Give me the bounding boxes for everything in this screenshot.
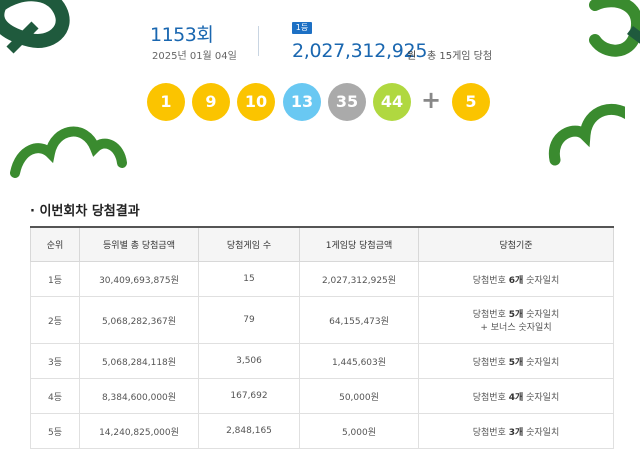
cell-prize-per-game: 64,155,473원: [299, 296, 419, 344]
plus-sign: +: [421, 86, 442, 114]
header-winning-games: 당첨게임 수: [198, 226, 300, 262]
section-title: · 이번회차 당첨결과: [30, 204, 140, 219]
cell-rank: 4등: [30, 378, 80, 414]
criteria-prefix: 당첨번호: [472, 275, 509, 286]
round-number: 1153회: [150, 24, 214, 46]
criteria-suffix: 숫자일치: [523, 310, 560, 320]
clover-decoration-top-left: [0, 0, 70, 54]
header-rank: 순위: [30, 226, 80, 262]
table-row: 5등 14,240,825,000원 2,848,165 5,000원 당첨번호 3개 …: [30, 413, 614, 449]
table-row: 3등 5,068,284,118원 3,506 1,445,603원 당첨번호 5개 숫…: [30, 343, 614, 379]
criteria-suffix: 숫자일치: [523, 275, 560, 286]
criteria-match-count: 6개: [508, 275, 524, 286]
cell-criteria: 당첨번호 5개 숫자일치: [418, 343, 614, 379]
cell-winning-games: 79: [198, 296, 300, 344]
cell-total-prize: 30,409,693,875원: [79, 261, 199, 297]
cloud-decoration-left: [10, 126, 127, 178]
cell-prize-per-game: 50,000원: [299, 378, 419, 414]
results-title: 이번회차 당첨결과: [39, 204, 140, 219]
criteria-suffix: 숫자일치: [523, 427, 560, 438]
draw-result-banner: 1153회 2025년 01월 04일 1등 2,027,312,925 원 총…: [0, 0, 640, 178]
criteria-suffix: 숫자일치: [523, 392, 560, 403]
header-total-prize: 등위별 총 당첨금액: [79, 226, 199, 262]
header-prize-per-game: 1게임당 당첨금액: [299, 226, 419, 262]
prize-results-table: 순위 등위별 총 당첨금액 당첨게임 수 1게임당 당첨금액 당첨기준 1등 30…: [30, 226, 614, 449]
cell-winning-games: 2,848,165: [198, 413, 300, 449]
criteria-match-count: 5개: [508, 310, 524, 320]
table-header-row: 순위 등위별 총 당첨금액 당첨게임 수 1게임당 당첨금액 당첨기준: [30, 226, 614, 262]
criteria-prefix: 당첨번호: [472, 357, 509, 368]
criteria-line: 당첨번호 5개 숫자일치: [420, 355, 612, 368]
first-prize-amount: 2,027,312,925: [292, 40, 428, 62]
criteria-line: 당첨번호 6개 숫자일치: [420, 273, 612, 286]
cell-total-prize: 5,068,284,118원: [79, 343, 199, 379]
cell-rank: 3등: [30, 343, 80, 379]
first-rank-badge: 1등: [292, 22, 312, 34]
criteria-suffix: 숫자일치: [523, 357, 560, 368]
cell-criteria: 당첨번호 4개 숫자일치: [418, 378, 614, 414]
winning-number-ball: 13: [283, 83, 321, 121]
winning-number-ball: 44: [373, 83, 411, 121]
criteria-line: 당첨번호 5개 숫자일치: [420, 307, 612, 320]
first-prize-unit: 원: [407, 51, 417, 62]
criteria-match-count: 5개: [508, 357, 524, 368]
cell-criteria: 당첨번호 5개 숫자일치 + 보너스 숫자일치: [418, 296, 614, 344]
cell-prize-per-game: 1,445,603원: [299, 343, 419, 379]
cell-winning-games: 15: [198, 261, 300, 297]
cell-total-prize: 5,068,282,367원: [79, 296, 199, 344]
criteria-bonus-line: + 보너스 숫자일치: [480, 323, 552, 333]
bonus-number-ball: 5: [452, 83, 490, 121]
criteria-line: 당첨번호 3개 숫자일치: [420, 425, 612, 438]
winning-number-ball: 1: [147, 83, 185, 121]
cloud-decoration-right: [548, 103, 625, 166]
cell-total-prize: 14,240,825,000원: [79, 413, 199, 449]
table-row: 1등 30,409,693,875원 15 2,027,312,925원 당첨번호 6개…: [30, 261, 614, 297]
cell-winning-games: 167,692: [198, 378, 300, 414]
header-criteria: 당첨기준: [418, 226, 614, 262]
cell-criteria: 당첨번호 3개 숫자일치: [418, 413, 614, 449]
cell-prize-per-game: 2,027,312,925원: [299, 261, 419, 297]
criteria-prefix: 당첨번호: [472, 392, 509, 403]
draw-date: 2025년 01월 04일: [152, 51, 237, 62]
criteria-prefix: 당첨번호: [472, 427, 509, 438]
table-row: 4등 8,384,600,000원 167,692 50,000원 당첨번호 4개 숫자…: [30, 378, 614, 414]
criteria-match-count: 3개: [508, 427, 524, 438]
cell-winning-games: 3,506: [198, 343, 300, 379]
cell-prize-per-game: 5,000원: [299, 413, 419, 449]
cell-criteria: 당첨번호 6개 숫자일치: [418, 261, 614, 297]
winning-number-ball: 35: [328, 83, 366, 121]
table-row: 2등 5,068,282,367원 79 64,155,473원 당첨번호 5개 숫자일…: [30, 296, 614, 344]
cell-rank: 5등: [30, 413, 80, 449]
criteria-prefix: 당첨번호: [472, 310, 509, 320]
cell-total-prize: 8,384,600,000원: [79, 378, 199, 414]
winning-number-ball: 9: [192, 83, 230, 121]
criteria-line: 당첨번호 4개 숫자일치: [420, 390, 612, 403]
clover-decoration-top-right: [589, 0, 640, 57]
winning-number-ball: 10: [237, 83, 275, 121]
criteria-match-count: 4개: [508, 392, 524, 403]
divider: [258, 26, 259, 56]
first-prize-winners: 총 15게임 당첨: [427, 51, 493, 62]
cell-rank: 1등: [30, 261, 80, 297]
cell-rank: 2등: [30, 296, 80, 344]
